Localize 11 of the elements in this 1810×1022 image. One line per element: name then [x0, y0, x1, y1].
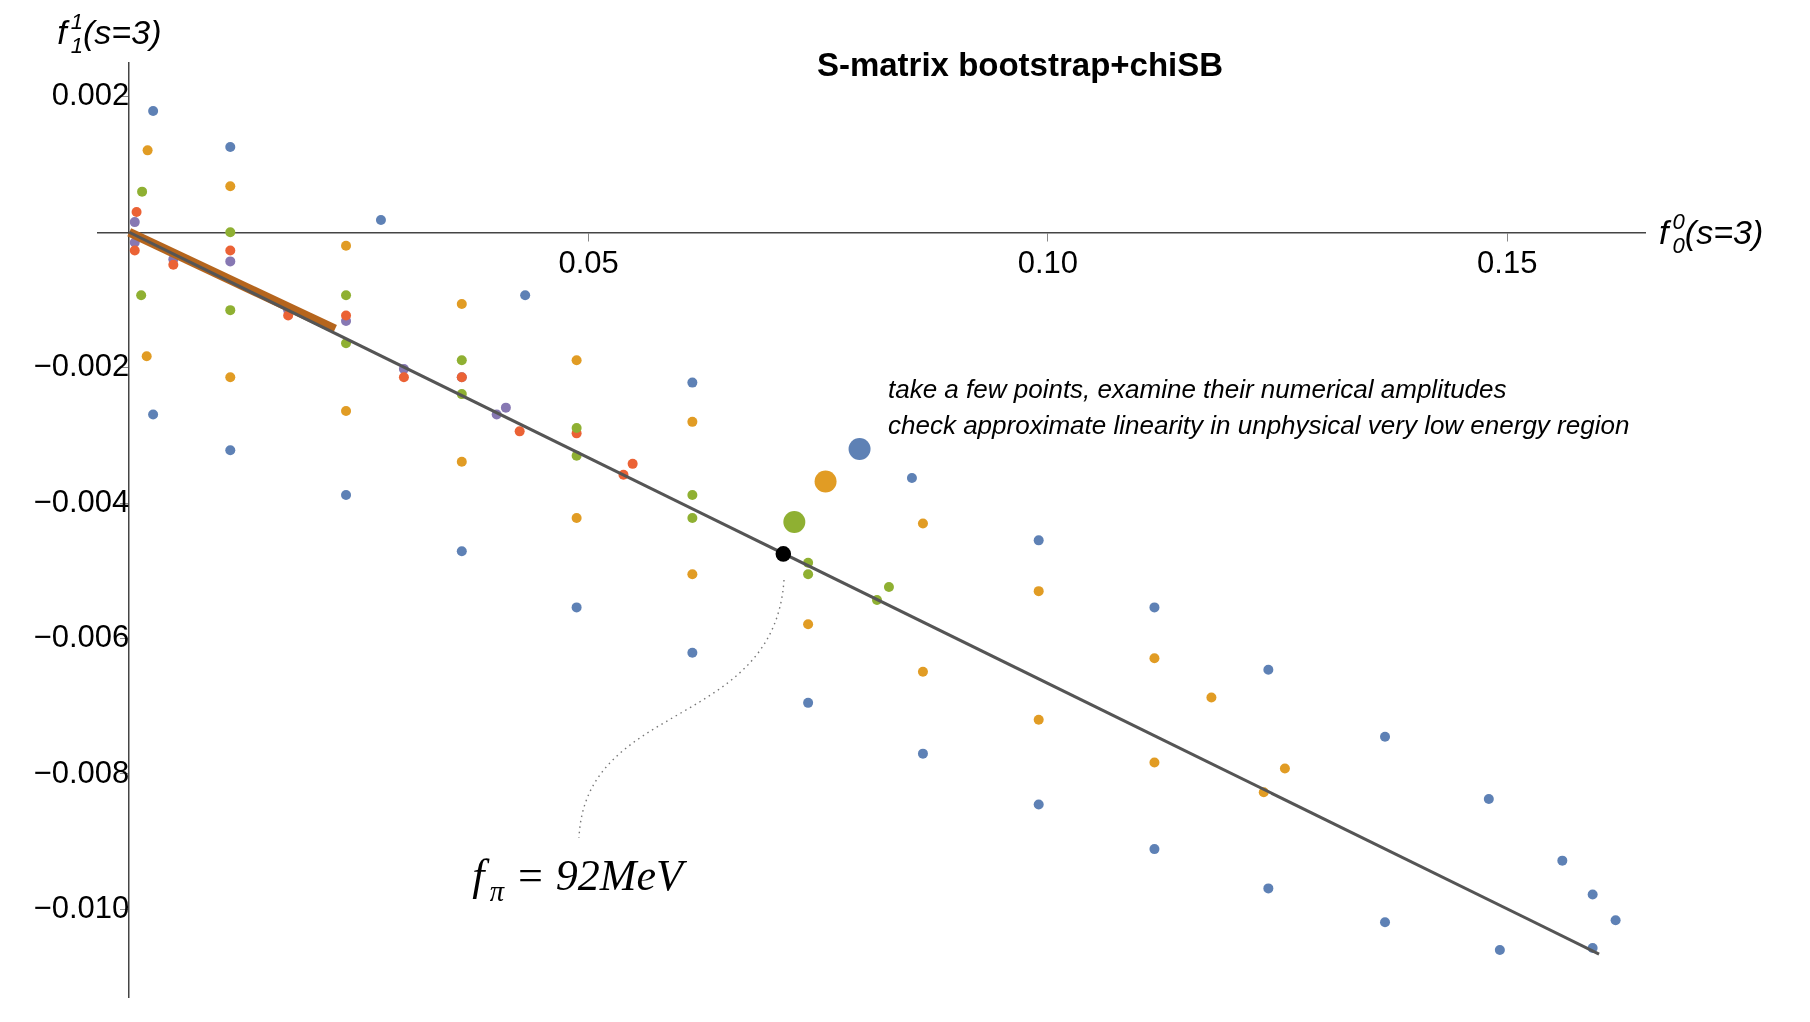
- x-tick-label: 0.15: [1477, 245, 1538, 281]
- y-tick-label: −0.010: [33, 889, 130, 925]
- annotation: take a few points, examine their numerical amplitudes: [888, 374, 1507, 404]
- y-tick-label: −0.006: [33, 619, 130, 655]
- x-tick-label: 0.05: [558, 245, 619, 281]
- y-tick-label: 0.002: [51, 77, 130, 113]
- y-tick-label: −0.008: [33, 754, 130, 790]
- annotation: check approximate linearity in unphysical very low energy region: [888, 410, 1630, 440]
- chart-title: S-matrix bootstrap+chiSB: [816, 46, 1224, 83]
- y-tick-label: −0.002: [33, 348, 130, 384]
- x-tick-label: 0.10: [1017, 245, 1079, 281]
